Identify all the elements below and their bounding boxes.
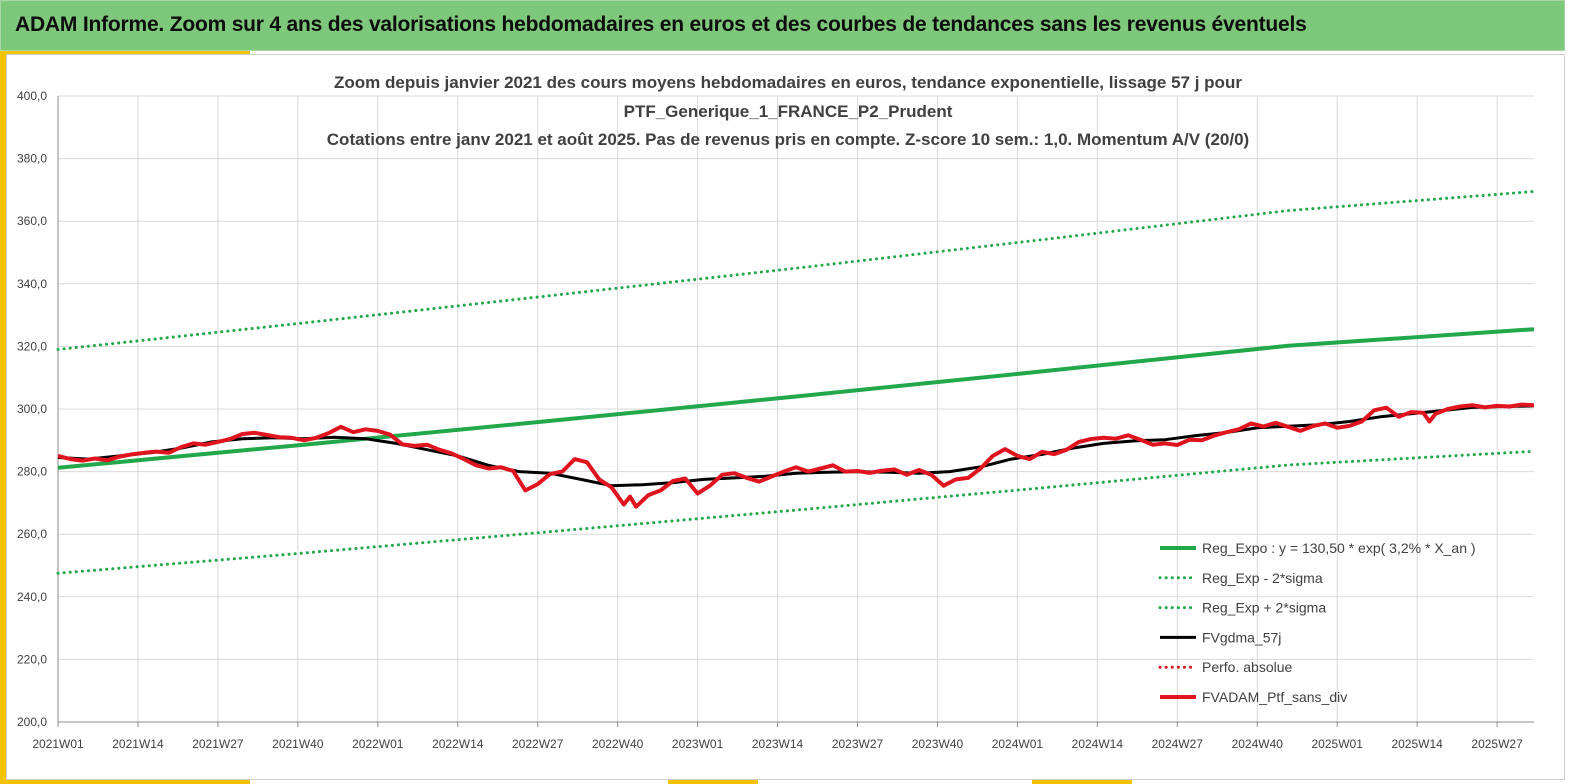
legend-label-fvadam-ptf-sans-div: FVADAM_Ptf_sans_div xyxy=(1202,689,1347,705)
y-tick-label: 400,0 xyxy=(17,89,47,103)
banner-title: ADAM Informe. Zoom sur 4 ans des valoris… xyxy=(15,13,1307,36)
legend-label-perfo-absolue: Perfo. absolue xyxy=(1202,659,1292,675)
x-tick-label: 2023W01 xyxy=(672,737,724,751)
y-tick-label: 340,0 xyxy=(17,277,47,291)
x-tick-label: 2022W14 xyxy=(432,737,484,751)
y-tick-label: 360,0 xyxy=(17,214,47,228)
accent-bar-bottom-3 xyxy=(1032,780,1132,784)
legend-label-fvgdma-57j: FVgdma_57j xyxy=(1202,629,1281,645)
series-lines xyxy=(56,190,1536,575)
x-tick-label: 2025W27 xyxy=(1471,737,1523,751)
x-tick-label: 2023W27 xyxy=(832,737,884,751)
y-tick-label: 200,0 xyxy=(17,715,47,729)
accent-bar-bottom xyxy=(0,780,250,784)
legend-label-reg-exp-2-sigma: Reg_Exp + 2*sigma xyxy=(1202,600,1326,616)
chart-title-line-2: PTF_Generique_1_FRANCE_P2_Prudent xyxy=(624,102,953,121)
accent-bar-top xyxy=(6,51,250,54)
x-tick-label: 2024W40 xyxy=(1232,737,1284,751)
legend: Reg_Expo : y = 130,50 * exp( 3,2% * X_an… xyxy=(1158,540,1476,705)
x-tick-label: 2022W27 xyxy=(512,737,564,751)
series-line-fvadam-ptf-sans-div xyxy=(57,402,1535,509)
y-tick-label: 280,0 xyxy=(17,465,47,479)
y-tick-label: 320,0 xyxy=(17,339,47,353)
chart-title-line-1: Zoom depuis janvier 2021 des cours moyen… xyxy=(334,73,1242,92)
x-tick-label: 2021W01 xyxy=(32,737,84,751)
accent-bar-left xyxy=(0,51,6,784)
x-tick-label: 2024W27 xyxy=(1152,737,1204,751)
x-tick-label: 2022W01 xyxy=(352,737,404,751)
chart-frame xyxy=(6,54,1565,780)
chart-title: Zoom depuis janvier 2021 des cours moyen… xyxy=(327,73,1249,149)
series-line-reg-exp-2-sigma xyxy=(56,190,1536,351)
x-tick-label: 2021W40 xyxy=(272,737,324,751)
x-tick-label: 2025W14 xyxy=(1391,737,1443,751)
accent-bar-bottom-2 xyxy=(668,780,758,784)
y-tick-label: 300,0 xyxy=(17,402,47,416)
series-line-reg-expo-y-130-50-exp-3-2-x-an xyxy=(57,327,1535,470)
y-tick-label: 260,0 xyxy=(17,527,47,541)
x-tick-label: 2023W14 xyxy=(752,737,804,751)
y-tick-label: 380,0 xyxy=(17,152,47,166)
x-tick-label: 2024W01 xyxy=(992,737,1044,751)
legend-label-reg-exp-2-sigma: Reg_Exp - 2*sigma xyxy=(1202,570,1323,586)
y-tick-label: 240,0 xyxy=(17,590,47,604)
header-banner: ADAM Informe. Zoom sur 4 ans des valoris… xyxy=(0,0,1565,51)
legend-label-reg-expo-y-130-50-exp-3-2-x-an: Reg_Expo : y = 130,50 * exp( 3,2% * X_an… xyxy=(1202,540,1476,556)
axes: 400,0 380,0 360,0 340,0 320,0 300,0 280,0 260,0… xyxy=(17,89,1534,751)
x-tick-label: 2021W14 xyxy=(112,737,164,751)
chart-title-line-3: Cotations entre janv 2021 et août 2025. … xyxy=(327,130,1249,149)
x-tick-label: 2024W14 xyxy=(1072,737,1124,751)
x-tick-label: 2025W01 xyxy=(1312,737,1364,751)
grid-lines xyxy=(57,95,1534,723)
x-tick-label: 2021W27 xyxy=(192,737,244,751)
x-tick-label: 2023W40 xyxy=(912,737,964,751)
y-tick-label: 220,0 xyxy=(17,652,47,666)
x-tick-label: 2022W40 xyxy=(592,737,644,751)
